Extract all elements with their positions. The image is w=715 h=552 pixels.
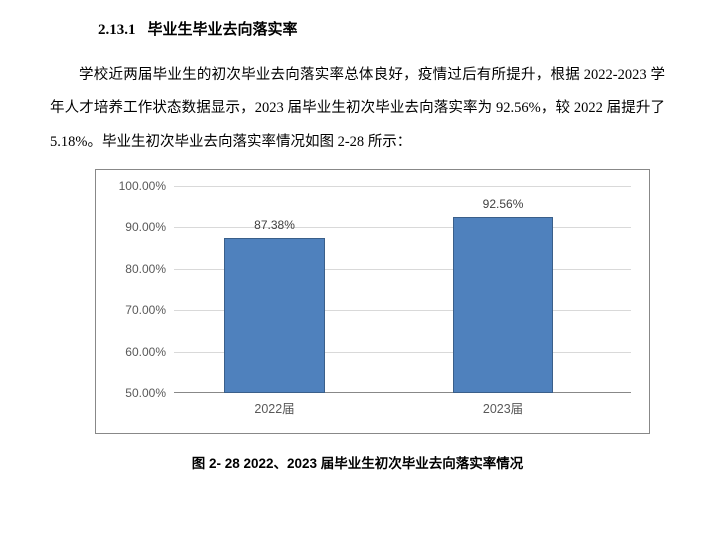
bar-value-label: 87.38%: [254, 218, 295, 232]
section-heading: 2.13.1 毕业生毕业去向落实率: [98, 18, 665, 39]
y-tick-label: 80.00%: [102, 262, 166, 276]
gridline: [174, 186, 631, 187]
bar-value-label: 92.56%: [483, 197, 524, 211]
y-tick-label: 70.00%: [102, 303, 166, 317]
section-number: 2.13.1: [98, 22, 136, 38]
y-tick-label: 50.00%: [102, 386, 166, 400]
y-tick-label: 100.00%: [102, 179, 166, 193]
x-tick-label: 2023届: [483, 398, 523, 417]
bar: [224, 238, 325, 393]
x-tick-label: 2022届: [254, 398, 294, 417]
plot-area: 50.00%60.00%70.00%80.00%90.00%100.00%87.…: [174, 186, 631, 393]
y-tick-label: 60.00%: [102, 345, 166, 359]
section-title: 毕业生毕业去向落实率: [148, 22, 298, 38]
y-tick-label: 90.00%: [102, 220, 166, 234]
bar: [453, 217, 554, 393]
bar-chart: 50.00% 60.00% 70.00% 80.00% 90.00% 100.00% 87.…: [95, 169, 650, 434]
figure-caption: 图 2- 28 2022、2023 届毕业生初次毕业去向落实率情况: [50, 452, 665, 472]
body-paragraph: 学校近两届毕业生的初次毕业去向落实率总体良好，疫情过后有所提升，根据 2022-…: [50, 59, 665, 159]
gridline: [174, 227, 631, 228]
